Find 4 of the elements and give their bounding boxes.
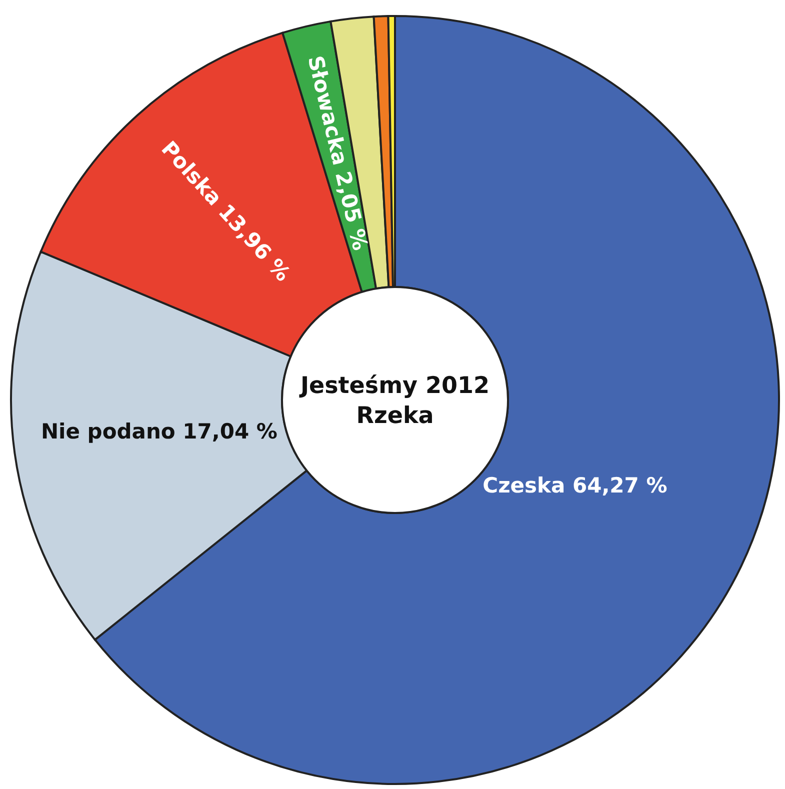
slice-label: Słowacka 2,05 % <box>303 54 372 253</box>
slice-label: Nie podano 17,04 % <box>40 420 278 444</box>
slice-label: Czeska 64,27 % <box>482 473 668 498</box>
text: Jesteśmy 2012 Rzeka <box>298 373 490 429</box>
